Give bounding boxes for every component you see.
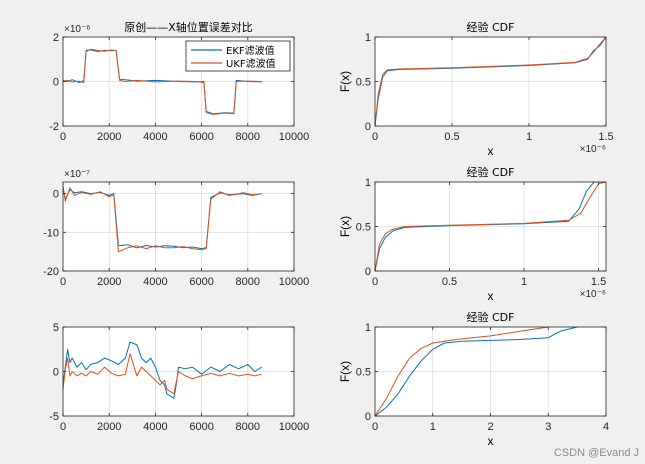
axes-background (63, 182, 294, 271)
chart-title: 经验 CDF (467, 165, 515, 179)
x-tick-label: 0.5 (442, 276, 457, 288)
subplot-z-error: 0 2000 4000 6000 8000 10000-505 (49, 322, 309, 433)
x-tick-label: 2000 (97, 421, 121, 433)
series-line-1 (63, 341, 262, 399)
x-tick-label: 1.5 (598, 131, 613, 143)
series-line-2 (63, 48, 262, 115)
series-line-2 (63, 353, 262, 395)
y-exponent-label: ×10⁻⁶ (64, 24, 90, 35)
chart-title: 原创——X轴位置误差对比 (124, 20, 253, 34)
y-tick-label: 0.5 (356, 367, 371, 379)
x-tick-label: 0 (60, 276, 66, 288)
watermark: CSDN @Evand J (554, 447, 639, 459)
y-tick-label: -2 (49, 121, 59, 133)
y-tick-label: 0 (53, 367, 59, 379)
legend-box (185, 40, 291, 72)
x-tick-label: 4000 (143, 421, 167, 433)
y-axis-label: F(x) (338, 71, 352, 92)
legend-label: EKF滤波值 (226, 44, 275, 57)
subplot-grid: 0 2000 4000 6000 8000 10000-202×10⁻⁶ 原创——X轴位置误… (43, 20, 614, 448)
y-axis-label: F(x) (338, 216, 352, 237)
x-tick-label: 2 (487, 421, 493, 433)
x-tick-label: 3 (545, 421, 551, 433)
x-axis-label: x (488, 289, 494, 303)
x-tick-label: 0 (60, 421, 66, 433)
x-tick-label: 6000 (189, 276, 213, 288)
x-tick-label: 1 (430, 421, 436, 433)
x-tick-label: 4000 (143, 131, 167, 143)
x-tick-label: 0 (372, 276, 378, 288)
x-tick-label: 1 (521, 276, 527, 288)
y-axis-label: F(x) (338, 361, 352, 382)
x-exponent-label: ×10⁻⁶ (580, 289, 606, 300)
x-tick-label: 2000 (97, 131, 121, 143)
y-tick-label: 5 (53, 322, 59, 334)
x-tick-label: 4 (603, 421, 609, 433)
y-tick-label: 1 (365, 32, 371, 44)
y-tick-label: 0.5 (356, 222, 371, 234)
series-line-2 (375, 37, 606, 126)
x-tick-label: 6000 (189, 131, 213, 143)
y-tick-label: 1 (365, 177, 371, 189)
x-tick-label: 1.5 (591, 276, 606, 288)
subplot-x-cdf: 0 0.5 1 1.5 0 0.5 1 ×10⁻⁶ 经验 CDF x F(x) (338, 20, 614, 158)
y-tick-label: 0 (365, 266, 371, 278)
x-tick-label: 4000 (143, 276, 167, 288)
x-tick-label: 0 (60, 131, 66, 143)
chart-title: 经验 CDF (467, 20, 515, 34)
x-tick-label: 8000 (236, 131, 260, 143)
y-tick-label: 1 (365, 322, 371, 334)
x-tick-label: 2000 (97, 276, 121, 288)
x-tick-label: 8000 (236, 276, 260, 288)
series-line-2 (63, 185, 262, 253)
x-tick-label: 10000 (279, 131, 310, 143)
x-tick-label: 8000 (236, 421, 260, 433)
series-line-1 (375, 327, 578, 416)
chart-title: 经验 CDF (467, 310, 515, 324)
axes-frame (62, 181, 295, 272)
y-tick-label: 0 (365, 411, 371, 423)
y-tick-label: 0 (365, 121, 371, 133)
y-exponent-label: ×10⁻⁷ (64, 169, 90, 180)
subplot-y-cdf: 0 0.5 1 1.5 0 0.5 1 ×10⁻⁶ 经验 CDF x F(x) (338, 165, 607, 303)
x-axis-label: x (488, 144, 494, 158)
y-tick-label: 2 (53, 32, 59, 44)
legend-label: UKF滤波值 (226, 57, 276, 70)
series-line-2 (375, 327, 549, 416)
subplot-z-cdf: 0 1 2 3 4 0 0.5 1 经验 CDF x F(x) (338, 310, 609, 448)
y-tick-label: 0 (53, 77, 59, 89)
x-tick-label: 0 (372, 131, 378, 143)
x-tick-label: 1 (526, 131, 532, 143)
y-tick-label: -5 (49, 411, 59, 423)
x-axis-label: x (488, 434, 494, 448)
x-tick-label: 0 (372, 421, 378, 433)
y-tick-label: -20 (43, 266, 59, 278)
y-tick-label: 0.5 (356, 77, 371, 89)
subplot-x-error: 0 2000 4000 6000 8000 10000-202×10⁻⁶ 原创——X轴位置误… (49, 20, 309, 143)
subplot-y-error: 0 2000 4000 6000 8000 10000 -20 -10 0 ×10⁻⁷ (43, 169, 309, 288)
y-tick-label: 0 (53, 189, 59, 201)
x-tick-label: 0.5 (444, 131, 459, 143)
y-tick-label: -10 (43, 227, 59, 239)
x-exponent-label: ×10⁻⁶ (580, 144, 606, 155)
x-tick-label: 6000 (189, 421, 213, 433)
x-tick-label: 10000 (279, 421, 310, 433)
x-tick-label: 10000 (279, 276, 310, 288)
series-line-2 (375, 182, 606, 271)
